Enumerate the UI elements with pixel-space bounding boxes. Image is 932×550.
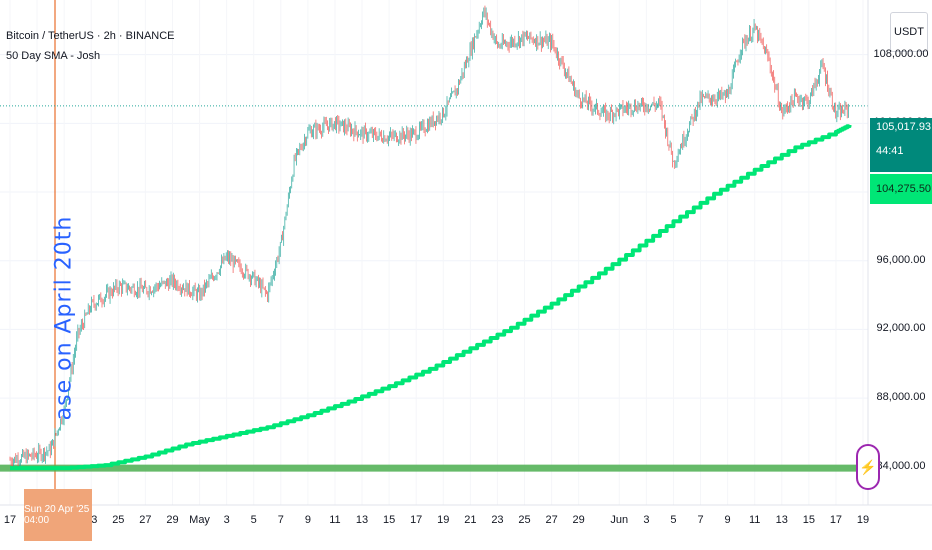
last-price-value: 105,017.93 (876, 121, 932, 133)
time-tick-label: 7 (697, 514, 704, 526)
time-tick-label: 9 (304, 514, 311, 526)
time-tick-label: 11 (748, 514, 761, 526)
time-tick-label: 5 (250, 514, 257, 526)
grid-lines (0, 54, 868, 468)
time-tick-label: 25 (518, 514, 531, 526)
currency-button[interactable]: USDT (890, 12, 928, 52)
time-tick-label: 27 (139, 514, 152, 526)
legend-indicator[interactable]: 50 Day SMA - Josh (6, 50, 101, 62)
candles (9, 5, 849, 470)
time-tick-label: 7 (277, 514, 284, 526)
time-tick-label: 15 (802, 514, 815, 526)
time-tick-label: 5 (670, 514, 677, 526)
time-tick-label: 3 (223, 514, 230, 526)
time-tick-label: 15 (382, 514, 396, 526)
sma-line (10, 124, 852, 471)
price-tick-label: 96,000.00 (876, 253, 926, 266)
time-tick-label: 9 (724, 514, 731, 526)
time-tick-label: 17 (410, 514, 423, 526)
time-tick-label: May (189, 514, 210, 526)
sma-price-value: 104,275.50 (876, 183, 932, 195)
last-price-tag: 105,017.93 44:41 (870, 118, 932, 172)
time-tick-label: 13 (775, 514, 788, 526)
annotation-text[interactable]: ase on April 20th (51, 215, 77, 421)
time-tick-label: 29 (572, 514, 585, 526)
time-tick-label: 23 (491, 514, 504, 526)
time-tick-label: 19 (856, 514, 870, 526)
crosshair-date-label: Sun 20 Apr '25 04:00 (24, 489, 92, 541)
time-tick-label: 19 (437, 514, 450, 526)
price-tick-label: 84,000.00 (876, 459, 926, 472)
legend-symbol[interactable]: Bitcoin / TetherUS · 2h · BINANCE (6, 30, 175, 42)
time-tick-label: 17 (3, 514, 17, 526)
countdown-value: 44:41 (876, 145, 904, 157)
sma-price-tag: 104,275.50 (870, 174, 932, 204)
price-tick-label: 108,000.00 (873, 47, 929, 60)
lightning-icon[interactable]: ⚡ (856, 444, 880, 490)
time-tick-label: 3 (643, 514, 650, 526)
time-tick-label: 25 (112, 514, 125, 526)
price-tick-label: 88,000.00 (876, 391, 926, 404)
price-tick-label: 92,000.00 (876, 322, 926, 335)
time-tick-label: 27 (545, 514, 558, 526)
time-tick-label: 13 (355, 514, 369, 526)
time-tick-label: 11 (329, 514, 341, 526)
time-tick-label: Jun (610, 514, 629, 526)
time-tick-label: 21 (464, 514, 477, 526)
sma-path (10, 124, 852, 471)
time-tick-label: 17 (829, 514, 843, 526)
time-tick-label: 29 (166, 514, 179, 526)
